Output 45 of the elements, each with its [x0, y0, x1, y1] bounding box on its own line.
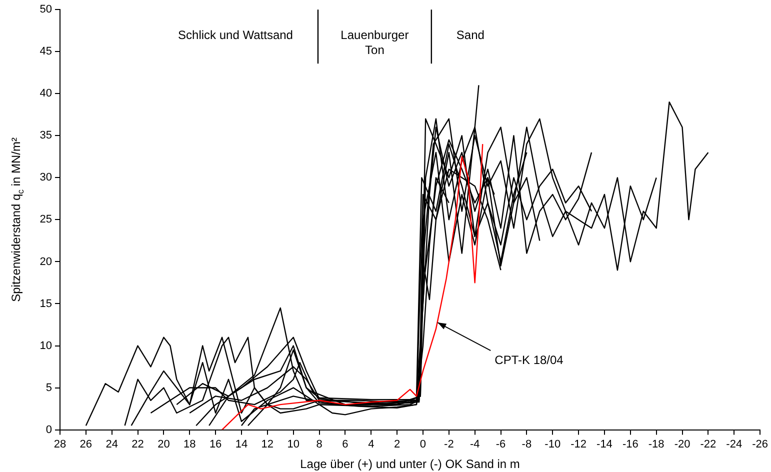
x-tick-label: 20 [158, 438, 170, 450]
x-tick-label: 26 [80, 438, 92, 450]
x-tick-label: 8 [316, 438, 322, 450]
y-tick-label: 0 [46, 424, 52, 436]
y-tick-label: 25 [40, 214, 52, 226]
y-tick-label: 50 [40, 4, 52, 16]
x-tick-label: 28 [54, 438, 66, 450]
x-tick-label: 2 [394, 438, 400, 450]
y-tick-label: 15 [40, 298, 52, 310]
x-tick-label: 22 [132, 438, 144, 450]
x-tick-label: 24 [106, 438, 118, 450]
y-tick-label: 30 [40, 172, 52, 184]
x-tick-label: -14 [596, 438, 612, 450]
x-tick-label: 14 [235, 438, 248, 450]
x-axis-title: Lage über (+) und unter (-) OK Sand in m [300, 457, 520, 471]
x-tick-label: -20 [674, 438, 690, 450]
x-tick-label: -18 [648, 438, 664, 450]
x-tick-label: 4 [368, 438, 374, 450]
x-tick-label: 10 [287, 438, 300, 450]
x-tick-label: -10 [544, 438, 561, 450]
x-tick-label: 6 [342, 438, 348, 450]
annotation: CPT-K 18/04 [494, 352, 564, 367]
x-tick-label: 18 [184, 438, 196, 450]
y-tick-label: 45 [40, 46, 52, 58]
x-tick-label: 16 [209, 438, 222, 450]
x-tick-label: -24 [726, 438, 742, 450]
y-axis-title: Spitzenwiderstand qc in MN/m² [9, 138, 26, 302]
y-tick-label: 10 [40, 340, 52, 352]
x-tick-label: -4 [470, 438, 480, 450]
x-tick-label: -12 [570, 438, 587, 450]
y-tick-label: 35 [40, 130, 52, 142]
x-tick-label: -8 [522, 438, 532, 450]
x-tick-label: -22 [700, 438, 716, 450]
y-tick-label: 40 [40, 88, 52, 100]
x-tick-label: 12 [261, 438, 274, 450]
annotation: Lauenburger Ton [340, 28, 409, 57]
x-tick-label: -16 [622, 438, 638, 450]
y-tick-label: 20 [40, 256, 52, 268]
x-tick-label: 0 [420, 438, 426, 450]
x-tick-label: -26 [752, 438, 768, 450]
annotation: Schlick und Wattsand [178, 28, 293, 42]
y-tick-label: 5 [46, 382, 52, 394]
x-tick-label: -6 [496, 438, 506, 450]
annotation: Sand [456, 28, 484, 42]
x-tick-label: -2 [444, 438, 454, 450]
